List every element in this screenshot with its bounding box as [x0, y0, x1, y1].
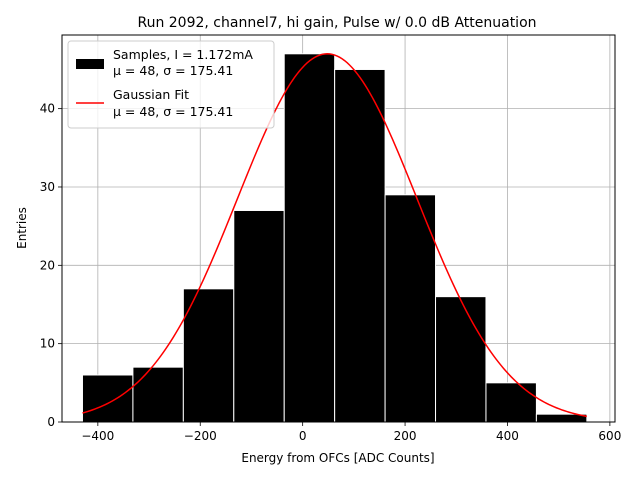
y-axis-label: Entries — [15, 207, 29, 249]
legend-label-fit-params: μ = 48, σ = 175.41 — [113, 104, 233, 119]
gaussian-fit — [82, 53, 587, 418]
y-tick-label: 10 — [40, 337, 55, 351]
legend-label-samples-params: μ = 48, σ = 175.41 — [113, 63, 233, 78]
x-tick-label: 400 — [496, 429, 519, 443]
legend-swatch-samples — [76, 59, 104, 69]
x-tick-label: −200 — [184, 429, 217, 443]
plot-frame — [61, 34, 616, 423]
x-tick-label: 0 — [299, 429, 307, 443]
y-tick-label: 20 — [40, 258, 55, 272]
y-tick-label: 30 — [40, 180, 55, 194]
legend-box — [67, 40, 275, 129]
legend: Samples, I = 1.172mA μ = 48, σ = 175.41 … — [67, 40, 275, 129]
histogram-bar — [384, 194, 437, 423]
histogram-bar — [233, 209, 285, 423]
histogram-bar — [132, 366, 184, 423]
histogram-bar — [283, 53, 336, 423]
y-tick-label: 0 — [47, 415, 55, 429]
histogram-bar — [485, 382, 537, 423]
y-tick-label: 40 — [40, 102, 55, 116]
histogram-bar — [435, 296, 487, 423]
gaussian-fit-line — [82, 53, 587, 418]
histogram-bars — [81, 53, 588, 423]
x-axis-ticks: −400 −200 0 200 400 600 — [81, 422, 621, 443]
histogram-bar — [334, 68, 386, 423]
y-axis-ticks: 0 10 20 30 40 — [40, 102, 62, 429]
legend-label-samples: Samples, I = 1.172mA — [113, 47, 253, 62]
x-tick-label: 200 — [394, 429, 417, 443]
x-tick-label: −400 — [81, 429, 114, 443]
histogram-bar — [182, 288, 235, 423]
histogram-bar — [81, 374, 134, 423]
legend-label-fit: Gaussian Fit — [113, 87, 189, 102]
x-tick-label: 600 — [598, 429, 621, 443]
x-axis-label: Energy from OFCs [ADC Counts] — [241, 451, 434, 465]
chart-title: Run 2092, channel7, hi gain, Pulse w/ 0.… — [137, 15, 536, 31]
